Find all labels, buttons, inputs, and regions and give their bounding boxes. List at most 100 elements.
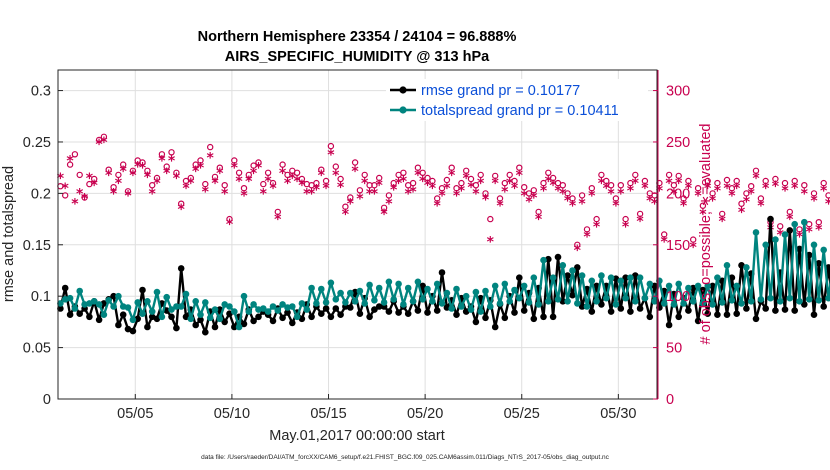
rmse-point — [110, 292, 117, 300]
evaluated-count-marker: * — [752, 171, 760, 187]
possible-count-marker — [549, 174, 557, 182]
evaluated-count-marker: * — [545, 174, 553, 190]
totalspread-point — [574, 300, 581, 307]
possible-count-marker — [100, 133, 108, 140]
possible-count-marker — [390, 179, 397, 187]
rmse-point — [347, 304, 354, 311]
totalspread-point — [583, 303, 591, 310]
evaluated-count-marker: * — [530, 191, 538, 207]
y-right-tick-label: 0 — [666, 392, 674, 408]
evaluated-count-marker: * — [434, 199, 442, 215]
x-tick-label: 05/30 — [600, 406, 636, 422]
totalspread-point — [134, 299, 141, 306]
totalspread-point — [419, 296, 427, 303]
evaluated-count-marker: * — [322, 181, 330, 197]
possible-count-marker — [786, 208, 794, 216]
evaluated-count-marker: * — [356, 192, 364, 208]
rmse-point — [665, 321, 673, 329]
x-tick-label: 05/20 — [407, 406, 443, 422]
possible-count-marker — [492, 172, 499, 180]
plot-area-frame — [57, 69, 658, 400]
totalspread-point — [390, 296, 398, 303]
possible-count-marker — [250, 162, 257, 169]
totalspread-point — [607, 274, 615, 282]
rmse-point — [820, 303, 827, 310]
evaluated-count-marker: * — [641, 181, 649, 197]
evaluated-count-marker: * — [197, 161, 205, 177]
possible-count-marker — [313, 179, 320, 187]
rmse-point — [289, 319, 296, 327]
totalspread-point — [491, 282, 499, 290]
possible-count-marker — [129, 167, 137, 174]
totalspread-point — [173, 303, 180, 310]
possible-count-marker — [332, 163, 339, 170]
possible-count-marker — [356, 187, 364, 194]
rmse-point — [627, 308, 634, 315]
evaluated-count-marker: * — [380, 207, 388, 223]
rmse-point — [801, 301, 808, 308]
totalspread-point — [743, 264, 750, 271]
totalspread-point — [733, 282, 740, 290]
possible-count-marker — [578, 192, 586, 199]
possible-count-marker — [438, 184, 446, 192]
rmse-point — [772, 307, 779, 314]
rmse-point — [144, 323, 151, 331]
rmse-point — [414, 307, 422, 314]
evaluated-count-marker: * — [269, 181, 277, 197]
rmse-point — [433, 307, 441, 314]
possible-count-marker — [661, 231, 668, 238]
rmse-point — [202, 328, 209, 336]
evaluated-count-marker: * — [115, 176, 123, 192]
rmse-point — [549, 313, 557, 321]
totalspread-point — [206, 314, 214, 322]
rmse-point — [733, 310, 740, 318]
rmse-point — [491, 323, 499, 331]
rmse-point — [66, 311, 74, 319]
evaluated-count-marker: * — [598, 176, 606, 192]
evaluated-count-marker: * — [438, 188, 446, 204]
totalspread-point — [718, 299, 726, 306]
totalspread-point — [308, 284, 315, 292]
rmse-point — [578, 303, 586, 310]
rmse-point — [540, 313, 547, 321]
totalspread-point — [400, 301, 407, 308]
totalspread-point — [612, 301, 620, 308]
totalspread-point — [240, 292, 248, 300]
totalspread-point — [177, 303, 185, 310]
totalspread-point — [414, 278, 422, 286]
rmse-point — [366, 313, 373, 321]
y-left-tick-label: 0.15 — [23, 238, 51, 254]
rmse-point — [607, 308, 615, 315]
possible-count-marker — [90, 175, 98, 183]
totalspread-point — [617, 277, 625, 285]
evaluated-count-marker: * — [607, 186, 615, 202]
rmse-point — [675, 313, 682, 321]
possible-count-marker — [482, 190, 489, 197]
totalspread-point — [545, 298, 552, 305]
totalspread-point — [646, 280, 654, 288]
evaluated-count-marker: * — [748, 186, 756, 202]
totalspread-point — [477, 308, 485, 315]
rmse-point — [424, 309, 431, 316]
rmse-point — [211, 323, 219, 331]
possible-count-marker — [569, 195, 576, 202]
legend-totalspread-label: totalspread grand pr = 0.10411 — [421, 103, 619, 119]
rmse-point — [704, 310, 711, 318]
possible-count-marker — [743, 190, 750, 197]
evaluated-count-marker: * — [395, 176, 403, 192]
rmse-point — [371, 306, 378, 313]
evaluated-count-marker: * — [815, 222, 823, 238]
totalspread-point — [815, 297, 823, 304]
totalspread-point — [559, 262, 567, 269]
evaluated-count-marker: * — [661, 235, 669, 251]
x-axis: 05/05 05/10 05/15 05/20 05/25 05/30 — [117, 394, 637, 422]
totalspread-point — [540, 256, 547, 264]
evaluated-count-marker: * — [86, 171, 94, 187]
totalspread-point — [747, 298, 755, 305]
evaluated-count-marker: * — [665, 176, 673, 192]
x-tick-label: 05/25 — [504, 406, 540, 422]
totalspread-point — [163, 293, 170, 301]
chart-title: Northern Hemisphere 23354 / 24104 = 96.8… — [198, 29, 517, 45]
possible-count-marker — [704, 177, 711, 185]
totalspread-point — [269, 303, 277, 310]
